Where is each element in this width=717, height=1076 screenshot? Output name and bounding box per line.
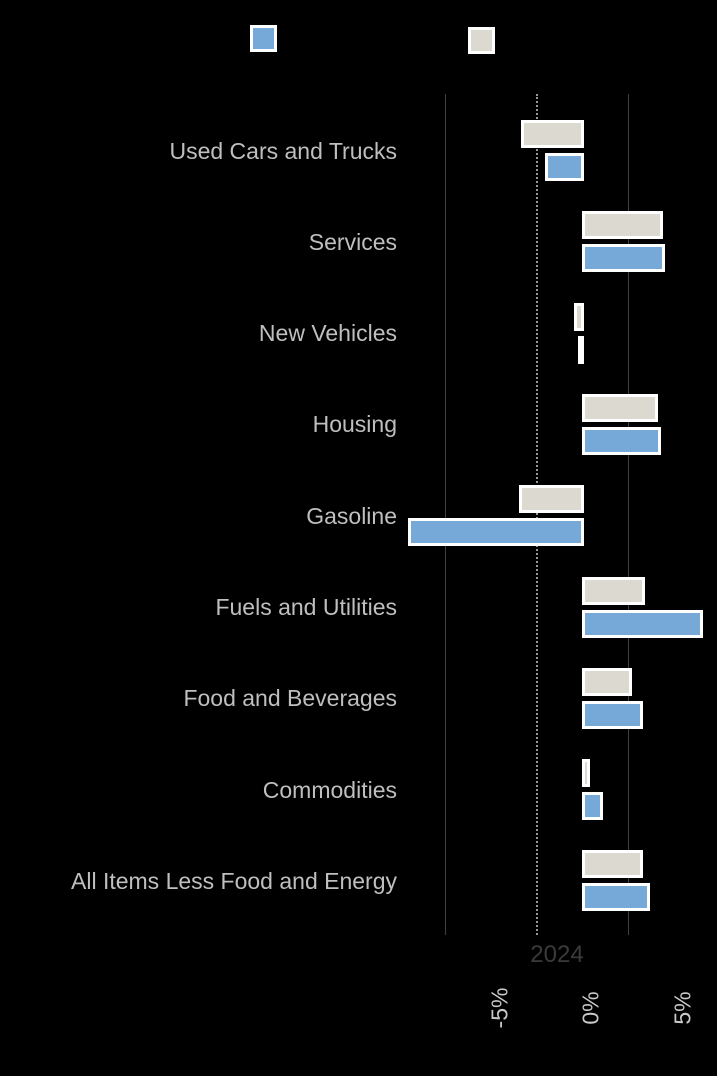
legend-swatch-blue[interactable] [250, 25, 277, 52]
category-label-new-vehicles: New Vehicles [258, 320, 397, 347]
bar-blue-commodities[interactable] [581, 792, 603, 821]
category-label-all-items-less-food-and-energy: All Items Less Food and Energy [71, 867, 397, 894]
legend-swatch-gray[interactable] [468, 27, 495, 54]
dotted-reference-line [536, 94, 539, 935]
category-label-gasoline: Gasoline [306, 502, 397, 529]
bar-gray-used-cars-and-trucks[interactable] [521, 120, 585, 148]
bar-blue-food-and-beverages[interactable] [581, 700, 644, 729]
bar-blue-housing[interactable] [581, 426, 662, 455]
bar-blue-new-vehicles[interactable] [577, 335, 585, 364]
bar-blue-all-items-less-food-and-energy[interactable] [581, 883, 651, 912]
bar-gray-gasoline[interactable] [519, 485, 585, 514]
bar-gray-fuels-and-utilities[interactable] [581, 576, 645, 605]
axis-footer-label: 2024 [530, 941, 584, 968]
category-label-commodities: Commodities [262, 776, 397, 803]
gridline--7.5 [445, 94, 447, 935]
x-tick-label-5: -5% [486, 987, 512, 1029]
category-label-fuels-and-utilities: Fuels and Utilities [215, 594, 397, 620]
x-tick-label-5: 5% [669, 991, 695, 1025]
bar-blue-gasoline[interactable] [407, 518, 585, 547]
bar-gray-housing[interactable] [581, 393, 658, 422]
category-label-services: Services [308, 228, 397, 255]
bar-gray-new-vehicles[interactable] [574, 302, 585, 331]
category-label-used-cars-and-trucks: Used Cars and Trucks [169, 137, 397, 164]
category-label-housing: Housing [312, 411, 397, 438]
bar-blue-fuels-and-utilities[interactable] [581, 609, 704, 638]
bar-blue-used-cars-and-trucks[interactable] [544, 153, 585, 181]
bar-gray-all-items-less-food-and-energy[interactable] [581, 850, 644, 879]
bar-gray-services[interactable] [581, 211, 664, 240]
bar-gray-food-and-beverages[interactable] [581, 667, 633, 696]
bar-gray-commodities[interactable] [581, 759, 590, 788]
bar-blue-services[interactable] [581, 244, 666, 273]
gridline-2.5 [628, 94, 630, 935]
category-label-food-and-beverages: Food and Beverages [183, 685, 397, 712]
x-tick-label-0: 0% [577, 991, 604, 1025]
